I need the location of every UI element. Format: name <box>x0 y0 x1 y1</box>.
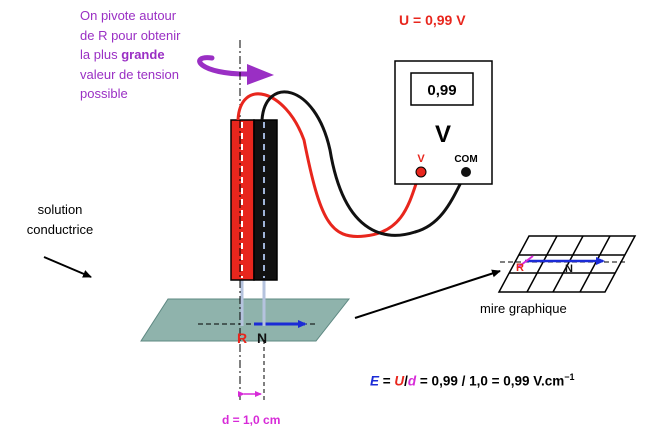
grid-n-label: N <box>565 263 573 275</box>
formula-d: d <box>407 373 417 389</box>
voltage-reading: U = 0,99 V <box>399 12 466 28</box>
formula-eq: = <box>379 373 395 389</box>
conductive-plate <box>140 298 351 342</box>
solution-label-line-2: conductrice <box>26 222 94 237</box>
pivot-line-2: de R pour obtenir <box>80 27 181 43</box>
pivot-line-3: la plus grande <box>80 45 210 65</box>
grid-pink-mark <box>516 255 534 269</box>
red-wire <box>236 92 422 238</box>
solution-label-line-1: solution <box>37 202 83 217</box>
mire-label: mire graphique <box>480 301 567 316</box>
probe-n-body <box>253 119 278 281</box>
solution-pointer-arrow <box>43 256 92 278</box>
terminal-com <box>461 167 471 177</box>
pivot-instruction: On pivote autour de R pour obtenir la pl… <box>80 6 210 104</box>
formula-slash: / <box>404 373 408 389</box>
formula-e: E <box>370 373 380 389</box>
formula-exponent: −1 <box>564 372 575 382</box>
black-wire <box>260 90 468 237</box>
field-formula: E = U/d = 0,99 / 1,0 = 0,99 V.cm−1 <box>370 372 575 389</box>
pivot-line-5: possible <box>80 86 128 101</box>
rotation-arrow <box>197 55 253 77</box>
terminal-com-label: COM <box>454 154 477 165</box>
voltmeter-unit: V <box>435 121 451 148</box>
terminal-v <box>415 166 427 178</box>
rotation-arrow-head <box>247 64 274 85</box>
probe-n-label: N <box>257 330 267 346</box>
grid-r-label: R <box>516 262 524 274</box>
pivot-line-1: On pivote autour <box>80 8 177 23</box>
pivot-line-4: valeur de tension <box>80 66 180 82</box>
formula-rest: = 0,99 / 1,0 = 0,99 V.cm <box>416 373 565 389</box>
voltmeter-display-value: 0,99 <box>427 82 456 99</box>
graph-grid <box>497 235 637 293</box>
terminal-v-label: V <box>417 153 425 165</box>
mire-pointer-arrow <box>354 269 501 319</box>
pivot-line-3-bold: grande <box>121 47 165 62</box>
solution-label: solution conductrice <box>5 200 115 240</box>
probe-r-label: R <box>237 330 247 346</box>
formula-u: U <box>394 373 405 389</box>
pivot-line-3-prefix: la plus <box>80 47 122 62</box>
voltmeter-display <box>410 72 474 106</box>
distance-label: d = 1,0 cm <box>222 413 281 427</box>
